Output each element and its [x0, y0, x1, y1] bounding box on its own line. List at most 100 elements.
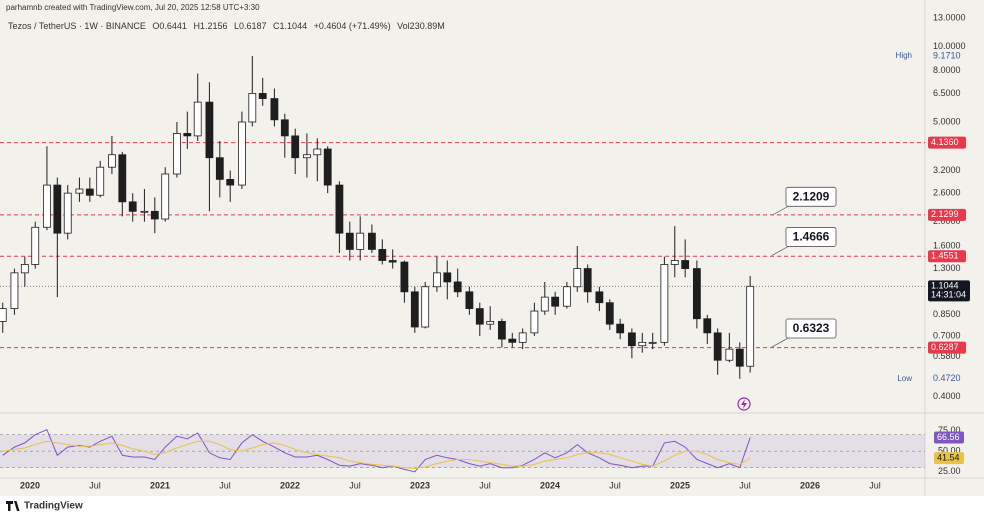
candle-body: [323, 148, 332, 186]
y-tick-label: 10.0000: [933, 41, 966, 51]
candle-body: [605, 302, 614, 325]
candle-body: [421, 286, 430, 328]
candle-body: [335, 184, 344, 234]
rsi-line: [2, 440, 751, 470]
candle-body: [118, 154, 127, 203]
level-label-bg: [928, 341, 966, 354]
candle-body: [128, 201, 137, 212]
callout-box: [785, 227, 837, 247]
rsi-tick-label: 25.00: [938, 466, 961, 476]
callout-label: 1.4666: [793, 230, 830, 244]
candle-body: [497, 321, 506, 340]
candle-body: [20, 264, 29, 274]
candle-body: [648, 341, 657, 344]
callout-box: [785, 318, 837, 339]
rsi-value-label: 41.54: [937, 453, 960, 463]
candle-body: [183, 133, 192, 137]
candle-body: [140, 210, 149, 213]
candle-body: [735, 348, 744, 367]
candle-body: [291, 135, 300, 159]
x-tick-label: Jul: [739, 480, 751, 490]
candle-body: [367, 232, 376, 250]
legend-symbol: Tezos / TetherUS · 1W · BINANCE: [8, 21, 146, 31]
candle-body: [248, 93, 257, 123]
candle-body: [226, 178, 235, 186]
low-value: 0.4720: [933, 373, 961, 383]
candle-body: [638, 341, 647, 347]
candle-body: [746, 285, 755, 367]
rsi-tick-label: 50.00: [938, 446, 961, 456]
brand-logo: [6, 501, 20, 511]
candle-body: [616, 323, 625, 334]
candle-body: [161, 173, 170, 220]
candle-body: [410, 291, 419, 328]
candle-body: [378, 249, 387, 261]
rsi-tick-label: 75.00: [938, 425, 961, 435]
candle-body: [595, 291, 604, 304]
callout-leader: [771, 204, 791, 216]
y-tick-label: 13.0000: [933, 12, 966, 22]
candle-body: [356, 232, 365, 250]
legend: Tezos / TetherUS · 1W · BINANCE O0.6441 …: [8, 21, 445, 31]
callout-leader: [771, 245, 791, 256]
candle-body: [63, 192, 72, 234]
level-label-bg: [928, 208, 966, 221]
candle-body: [173, 133, 181, 175]
brand: TradingView: [24, 501, 83, 512]
candle-body: [725, 348, 734, 361]
y-tick-label: 3.2000: [933, 165, 961, 175]
candle-body: [518, 332, 527, 343]
y-tick-label: 0.4000: [933, 391, 961, 401]
candle-body: [280, 119, 289, 137]
candle-body: [627, 332, 636, 347]
x-tick-label: 2025: [670, 480, 690, 490]
candle-body: [85, 188, 94, 196]
x-tick-label: 2024: [540, 480, 560, 490]
candle-body: [43, 184, 51, 228]
x-tick-label: Jul: [869, 480, 881, 490]
candle-body: [215, 157, 224, 180]
x-tick-label: 2022: [280, 480, 300, 490]
y-tick-label: 6.5000: [933, 88, 961, 98]
y-tick-label: 5.0000: [933, 116, 961, 126]
candle-body: [270, 98, 279, 121]
legend-close: C1.1044: [273, 21, 307, 31]
high-value: 9.1710: [933, 50, 961, 60]
legend-change: +0.4604 (+71.49%): [314, 21, 391, 31]
candle-body: [388, 260, 397, 263]
candle-body: [530, 310, 539, 334]
countdown: 14:31:04: [931, 290, 966, 300]
candle-body: [96, 166, 105, 196]
price-label-bg: [928, 280, 970, 302]
candle-body: [573, 268, 582, 288]
candle-body: [551, 296, 560, 307]
rsi-value-bg: [934, 452, 964, 465]
candle-body: [75, 188, 84, 194]
legend-volume: Vol230.89M: [397, 21, 445, 31]
y-tick-label: 2.6000: [933, 188, 961, 198]
y-tick-label: 8.0000: [933, 65, 961, 75]
candle-body: [400, 261, 409, 293]
candle-body: [432, 272, 441, 288]
candle-body: [660, 264, 669, 343]
footer-bg: [0, 496, 984, 516]
x-tick-label: Jul: [349, 480, 361, 490]
candle-body: [258, 93, 267, 99]
candle-body: [508, 338, 517, 343]
candle-body: [0, 308, 7, 322]
candle-body: [31, 226, 40, 265]
level-label: 1.4551: [931, 251, 959, 261]
level-label-bg: [928, 136, 966, 149]
level-label: 2.1299: [931, 209, 959, 219]
candle-body: [313, 148, 322, 156]
y-tick-label: 0.8500: [933, 309, 961, 319]
low-label: Low: [897, 374, 912, 383]
legend-low: L0.6187: [234, 21, 267, 31]
high-label: High: [896, 51, 912, 60]
candle-body: [150, 210, 159, 220]
y-tick-label: 0.5800: [933, 351, 961, 361]
callout-box: [785, 186, 837, 207]
candle-body: [345, 232, 354, 250]
